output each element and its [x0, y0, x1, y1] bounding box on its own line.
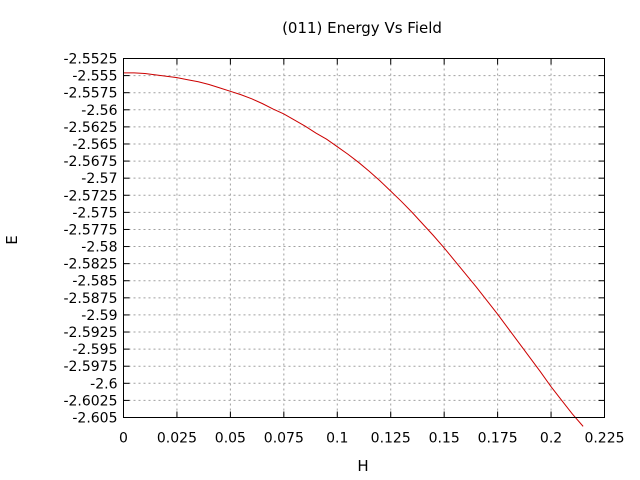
- x-tick-labels: 0 0.025 0.05 0.075 0.1 0.125 0.15 0.175 0.2 0.225: [119, 431, 625, 447]
- y-tick-label: -2.59: [81, 308, 117, 324]
- y-tick-label: -2.5825: [63, 257, 117, 273]
- y-axis-title: E: [3, 235, 21, 244]
- x-tick-label: 0.05: [215, 431, 246, 447]
- x-tick-label: 0.025: [157, 431, 197, 447]
- x-tick-label: 0: [119, 431, 128, 447]
- y-tick-label: -2.5875: [63, 291, 117, 307]
- y-tick-label: -2.555: [72, 69, 117, 85]
- plot-frame: [123, 58, 605, 418]
- y-tick-label: -2.57: [81, 171, 117, 187]
- y-tick-label: -2.5525: [63, 52, 117, 68]
- y-tick-labels: -2.5525-2.555-2.5575-2.56-2.5625-2.565-2…: [63, 52, 117, 427]
- grid: [123, 58, 605, 418]
- y-tick-label: -2.6: [90, 376, 117, 392]
- x-axis-title: H: [357, 457, 368, 475]
- y-tick-label: -2.5625: [63, 120, 117, 136]
- y-tick-label: -2.605: [72, 411, 117, 427]
- series-group: [123, 72, 584, 427]
- y-tick-label: -2.5775: [63, 222, 117, 238]
- y-tick-label: -2.565: [72, 137, 117, 153]
- y-tick-label: -2.5675: [63, 154, 117, 170]
- y-tick-label: -2.585: [72, 274, 117, 290]
- y-tick-label: -2.6025: [63, 393, 117, 409]
- y-tick-label: -2.5975: [63, 359, 117, 375]
- y-tick-label: -2.575: [72, 205, 117, 221]
- x-tick-label: 0.175: [478, 431, 518, 447]
- y-tick-label: -2.58: [81, 240, 117, 256]
- x-tick-label: 0.2: [540, 431, 562, 447]
- y-tick-label: -2.5725: [63, 188, 117, 204]
- series-line-0: [123, 72, 584, 427]
- y-tick-label: -2.5925: [63, 325, 117, 341]
- x-tick-label: 0.125: [371, 431, 411, 447]
- x-tick-label: 0.075: [264, 431, 304, 447]
- y-tick-label: -2.595: [72, 342, 117, 358]
- chart-title: (011) Energy Vs Field: [282, 19, 442, 37]
- axis-ticks: [123, 58, 605, 418]
- x-tick-label: 0.1: [326, 431, 348, 447]
- x-tick-label: 0.225: [584, 431, 624, 447]
- y-tick-label: -2.56: [81, 103, 117, 119]
- y-tick-label: -2.5575: [63, 86, 117, 102]
- x-tick-label: 0.15: [429, 431, 460, 447]
